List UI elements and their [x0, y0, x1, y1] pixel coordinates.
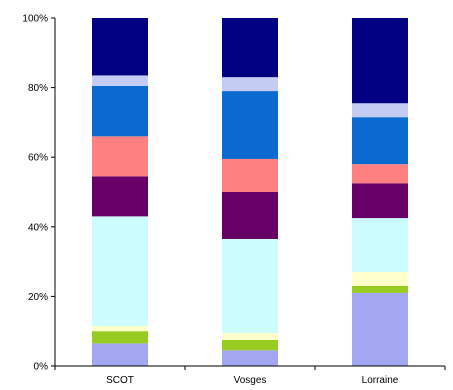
- bar-segment-6-lorraine: [352, 164, 408, 184]
- bar-segment-5-vosges: [222, 192, 278, 239]
- y-tick-label: 40%: [28, 222, 48, 233]
- bar-segment-4-vosges: [222, 238, 278, 333]
- bar-segment-3-vosges: [222, 332, 278, 340]
- y-tick-label: 60%: [28, 153, 48, 164]
- y-tick-label: 0%: [34, 362, 49, 373]
- bar-segment-3-scot: [92, 325, 148, 332]
- bar-segment-8-scot: [92, 75, 148, 86]
- y-tick-label: 20%: [28, 292, 48, 303]
- y-tick-label: 80%: [28, 83, 48, 94]
- bar-segment-2-lorraine: [352, 285, 408, 293]
- bar-segment-3-lorraine: [352, 272, 408, 286]
- bar-segment-8-lorraine: [352, 103, 408, 118]
- bar-segment-6-scot: [92, 136, 148, 177]
- bar-segment-7-scot: [92, 85, 148, 137]
- y-axis-ticks: 0% 20% 40% 60% 80% 100%: [22, 14, 55, 373]
- axes: [54, 18, 446, 370]
- x-tick-label: Vosges: [234, 375, 267, 386]
- bar-segment-2-vosges: [222, 339, 278, 351]
- x-tick-label: Lorraine: [362, 375, 399, 386]
- x-tick-label: SCOT: [106, 375, 134, 386]
- bar-segment-9-scot: [92, 18, 148, 76]
- bar-segment-1-scot: [92, 343, 148, 366]
- bar-segment-7-lorraine: [352, 117, 408, 165]
- bar-segment-7-vosges: [222, 91, 278, 159]
- bar-segment-1-vosges: [222, 350, 278, 366]
- x-axis-labels: SCOT Vosges Lorraine: [106, 375, 399, 386]
- bar-segment-2-scot: [92, 331, 148, 344]
- bar-segment-9-lorraine: [352, 18, 408, 104]
- bar-segment-4-scot: [92, 216, 148, 326]
- bar-segment-9-vosges: [222, 18, 278, 78]
- bar-segment-5-lorraine: [352, 183, 408, 219]
- bar-stacks: [92, 18, 408, 366]
- y-tick-label: 100%: [22, 14, 48, 25]
- bar-segment-6-vosges: [222, 158, 278, 192]
- bar-segment-8-vosges: [222, 77, 278, 92]
- bar-segment-5-scot: [92, 176, 148, 217]
- bar-segment-4-lorraine: [352, 218, 408, 273]
- bar-segment-1-lorraine: [352, 292, 408, 366]
